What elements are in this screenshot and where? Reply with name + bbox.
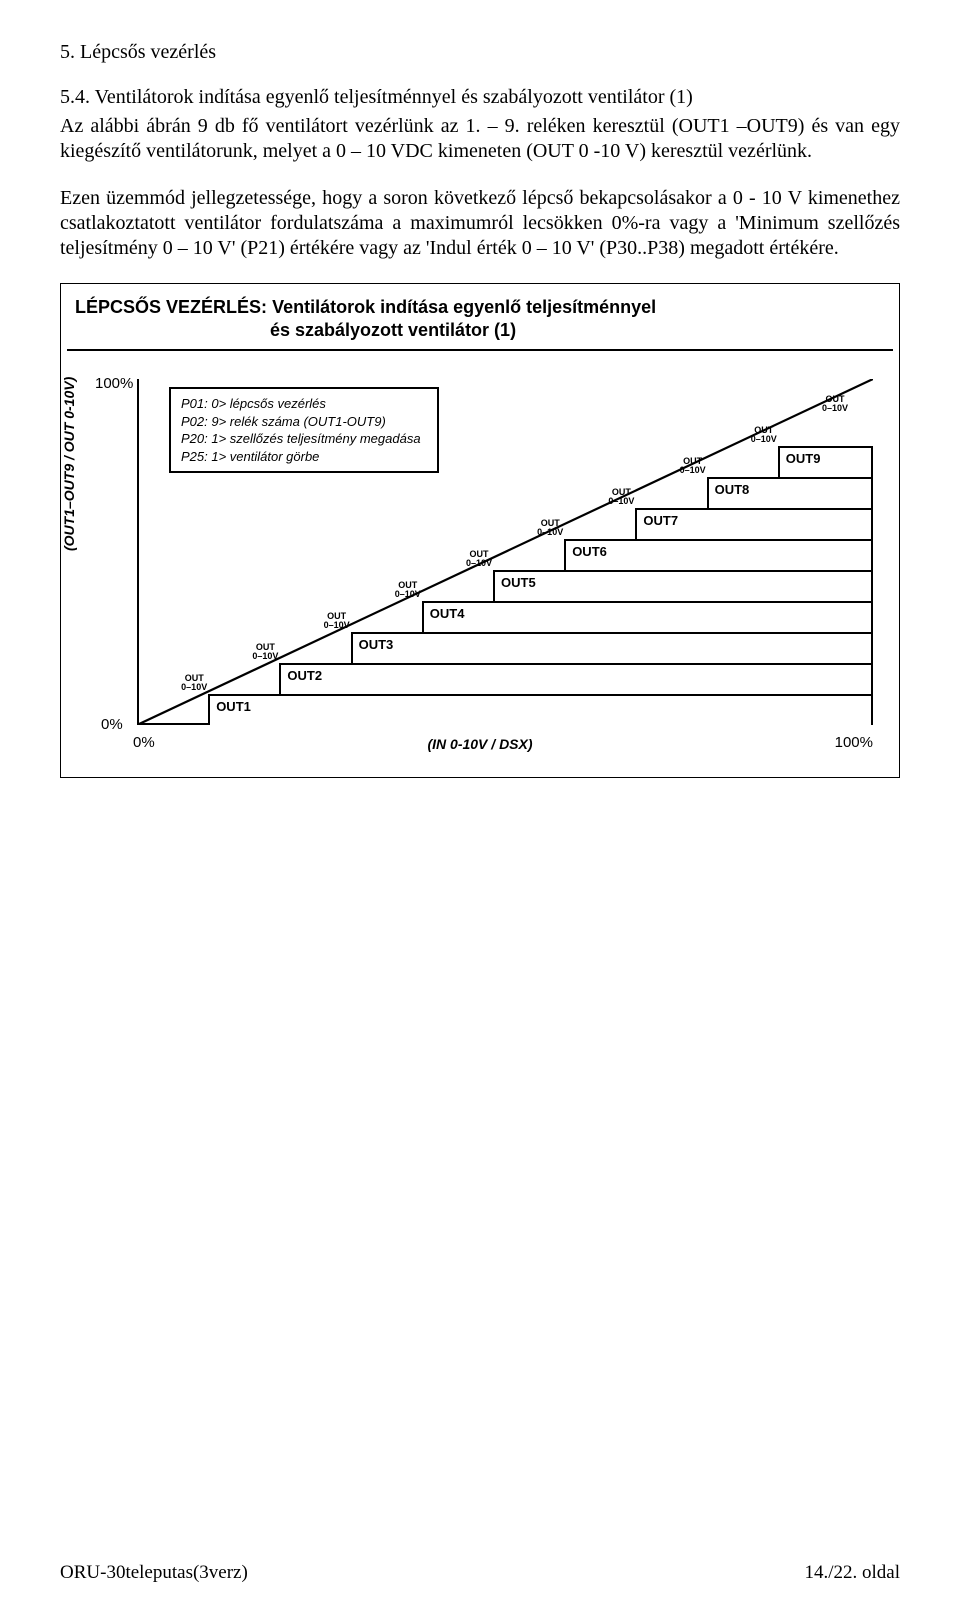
step-bar: OUT1 [208,694,873,725]
legend-line: P25: 1> ventilátor görbe [181,448,421,466]
out-0-10v-tag: OUT0–10V [463,550,495,568]
section-heading: 5. Lépcsős vezérlés [60,40,900,65]
out-0-10v-tag: OUT0–10V [178,674,210,692]
x-axis-max: 100% [835,734,873,753]
step-label: OUT9 [786,451,821,467]
diagram-title-line2: és szabályozott ventilátor (1) [75,319,885,342]
step-label: OUT2 [287,668,322,684]
plot-area: (OUT1–OUT9 / OUT 0-10V) 100% 0% P01: 0> … [67,351,893,771]
paragraph-1: Az alábbi ábrán 9 db fő ventilátort vezé… [60,114,900,164]
step-label: OUT7 [643,513,678,529]
x-axis-title: (IN 0-10V / DSX) [67,736,893,754]
step-label: OUT3 [359,637,394,653]
out-0-10v-tag: OUT0–10V [819,395,851,413]
legend-line: P20: 1> szellőzés teljesítmény megadása [181,430,421,448]
step-label: OUT4 [430,606,465,622]
y-axis-max: 100% [95,375,133,394]
legend-box: P01: 0> lépcsős vezérlés P02: 9> relék s… [169,387,439,473]
footer-right: 14./22. oldal [804,1561,900,1585]
footer-left: ORU-30teleputas(3verz) [60,1561,248,1585]
out-0-10v-tag: OUT0–10V [605,488,637,506]
diagram-title: LÉPCSŐS VEZÉRLÉS: Ventilátorok indítása … [67,290,893,351]
axes: P01: 0> lépcsős vezérlés P02: 9> relék s… [137,379,873,725]
diagram-title-line1: Ventilátorok indítása egyenlő teljesítmé… [272,297,656,317]
out-0-10v-tag: OUT0–10V [677,457,709,475]
y-axis-title: (OUT1–OUT9 / OUT 0-10V) [61,377,79,551]
step-label: OUT5 [501,575,536,591]
legend-line: P01: 0> lépcsős vezérlés [181,395,421,413]
paragraph-2: Ezen üzemmód jellegzetessége, hogy a sor… [60,186,900,261]
out-0-10v-tag: OUT0–10V [748,426,780,444]
step-label: OUT1 [216,699,251,715]
out-0-10v-tag: OUT0–10V [321,612,353,630]
out-0-10v-tag: OUT0–10V [534,519,566,537]
y-axis-min: 0% [101,716,123,735]
legend-line: P02: 9> relék száma (OUT1-OUT9) [181,413,421,431]
step-label: OUT8 [715,482,750,498]
page-footer: ORU-30teleputas(3verz) 14./22. oldal [60,1561,900,1585]
step-control-diagram: LÉPCSŐS VEZÉRLÉS: Ventilátorok indítása … [60,283,900,778]
subsection-heading: 5.4. Ventilátorok indítása egyenlő telje… [60,85,900,110]
out-0-10v-tag: OUT0–10V [392,581,424,599]
diagram-title-strong: LÉPCSŐS VEZÉRLÉS: [75,297,267,317]
step-label: OUT6 [572,544,607,560]
out-0-10v-tag: OUT0–10V [249,643,281,661]
